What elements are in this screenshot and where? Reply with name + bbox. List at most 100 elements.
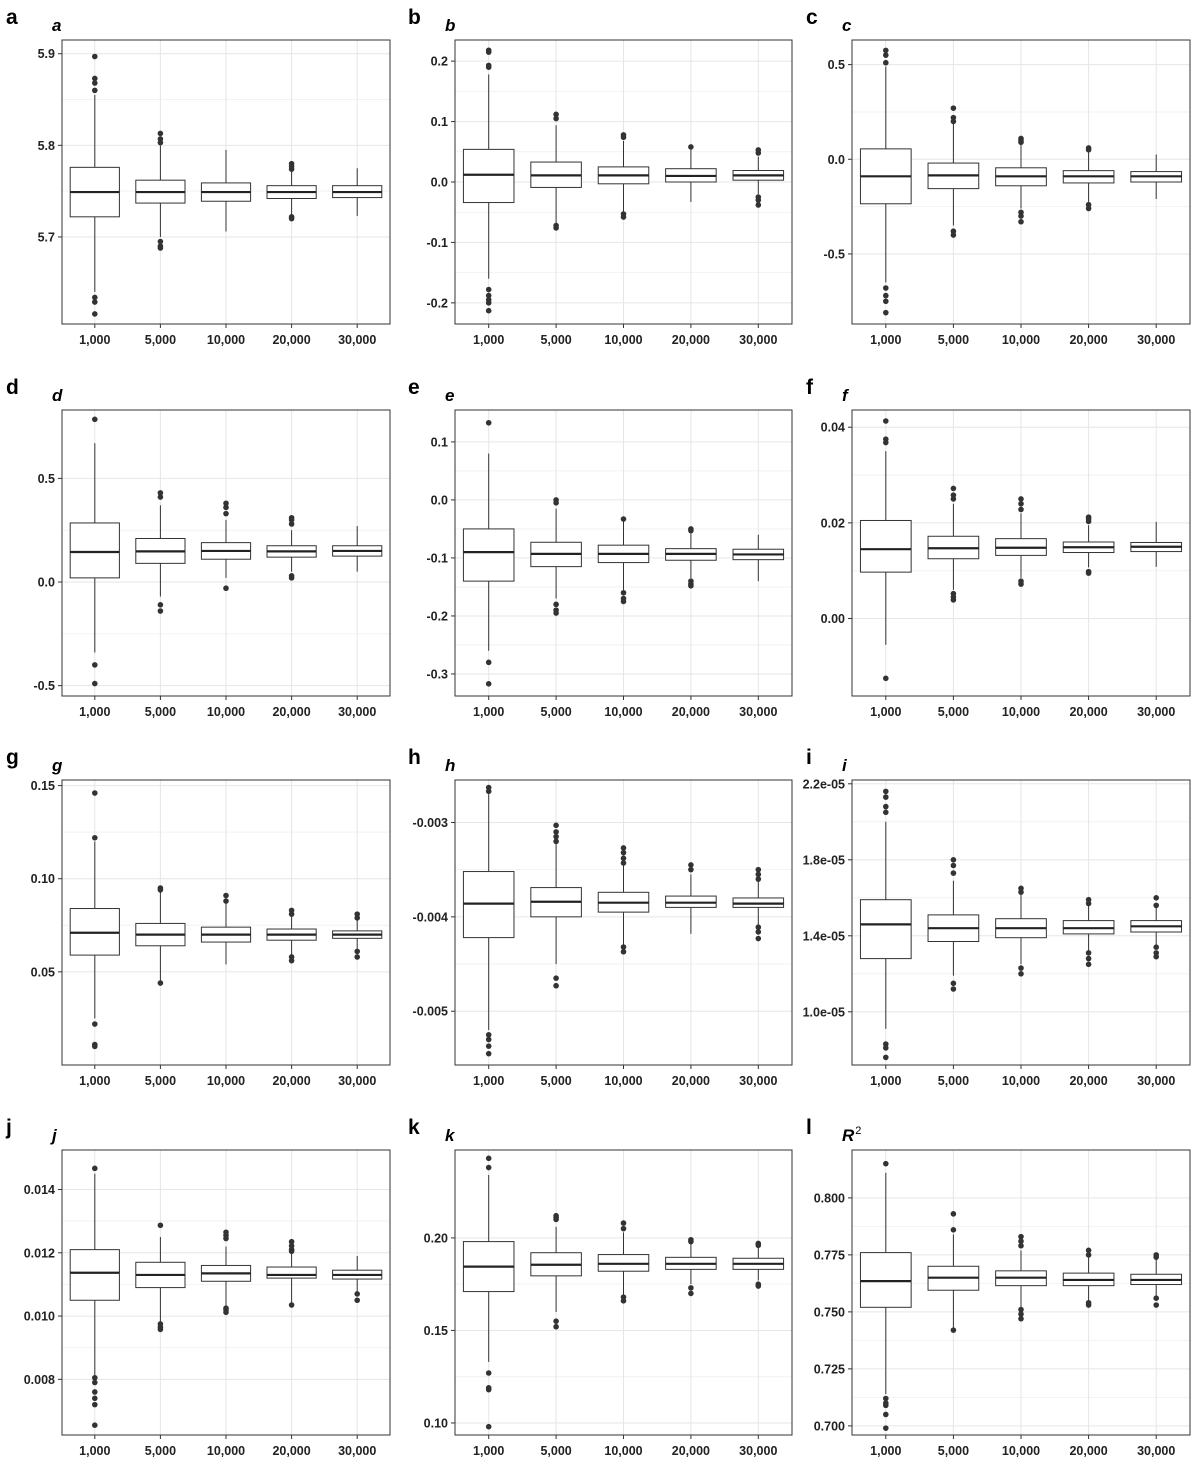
y-tick-label: 2.2e-05	[803, 777, 845, 791]
outlier-point	[1085, 518, 1092, 525]
box-iqr	[200, 182, 252, 202]
outlier-point	[883, 1425, 889, 1431]
y-tick-label: 0.04	[821, 421, 845, 435]
box-30,000	[332, 168, 383, 216]
panel-title-superscript: 2	[855, 1125, 861, 1137]
x-tick-label: 20,000	[1069, 1074, 1107, 1088]
outlier-point	[1085, 900, 1092, 907]
box-20,000	[665, 1236, 717, 1297]
box-iqr	[1130, 541, 1183, 553]
outlier-point	[1018, 1306, 1024, 1313]
outlier-point	[755, 935, 762, 942]
outlier-point	[485, 788, 492, 795]
outlier-point	[1153, 1252, 1159, 1258]
outlier-point	[620, 845, 627, 851]
x-tick-label: 5,000	[540, 1444, 571, 1458]
outlier-point	[688, 1238, 694, 1245]
outlier-point	[157, 494, 164, 500]
outlier-point	[950, 870, 957, 876]
box-iqr	[859, 519, 912, 573]
outlier-point	[950, 105, 957, 111]
panel-title: g	[51, 756, 63, 775]
outlier-point	[223, 1229, 229, 1236]
outlier-point	[620, 211, 627, 217]
outlier-point	[950, 228, 957, 235]
x-tick-label: 1,000	[870, 1444, 901, 1458]
panel-title: j	[50, 1126, 58, 1145]
outlier-point	[485, 1385, 492, 1391]
box-iqr	[1062, 1272, 1115, 1287]
outlier-point	[354, 1291, 361, 1297]
y-tick-label: 0.010	[24, 1310, 55, 1324]
box-20,000	[266, 1238, 317, 1308]
box-1,000	[859, 418, 912, 682]
y-tick-label: 0.750	[814, 1305, 845, 1319]
outlier-point	[1018, 218, 1024, 225]
x-tick-label: 30,000	[739, 1074, 777, 1088]
outlier-point	[688, 578, 694, 584]
box-iqr	[200, 542, 252, 560]
outlier-point	[92, 299, 98, 305]
outlier-point	[950, 496, 957, 502]
outlier-point	[883, 675, 889, 682]
outlier-point	[883, 1400, 889, 1406]
y-tick-label: 0.800	[814, 1191, 845, 1205]
x-tick-label: 1,000	[473, 705, 504, 719]
box-1,000	[69, 416, 120, 687]
panel-title: c	[842, 16, 852, 35]
outlier-point	[223, 585, 229, 592]
outlier-point	[883, 1160, 889, 1167]
y-tick-label: -0.005	[413, 1005, 448, 1019]
outlier-point	[1085, 1247, 1092, 1254]
x-tick-label: 1,000	[79, 1444, 110, 1458]
outlier-point	[950, 118, 957, 125]
outlier-point	[485, 1423, 492, 1430]
box-iqr	[530, 541, 582, 568]
outlier-point	[92, 1379, 98, 1386]
outlier-point	[950, 980, 957, 987]
box-iqr	[597, 891, 650, 913]
outlier-point	[288, 1302, 295, 1308]
box-iqr	[69, 166, 120, 218]
outlier-point	[1085, 1302, 1092, 1308]
outlier-point	[553, 115, 559, 122]
outlier-point	[755, 876, 762, 882]
outlier-point	[553, 1214, 559, 1221]
outlier-point	[1018, 971, 1024, 977]
x-tick-label: 10,000	[1002, 333, 1040, 347]
outlier-point	[883, 1054, 889, 1061]
box-iqr	[332, 930, 383, 939]
box-20,000	[1062, 514, 1115, 576]
box-iqr	[332, 545, 383, 557]
outlier-point	[688, 582, 694, 589]
outlier-point	[92, 75, 98, 82]
box-iqr	[665, 1256, 717, 1270]
outlier-point	[883, 285, 889, 291]
box-iqr	[332, 185, 383, 199]
outlier-point	[157, 602, 164, 608]
outlier-point	[157, 139, 164, 146]
panel-title: d	[52, 386, 63, 405]
outlier-point	[92, 87, 98, 94]
y-tick-label: 0.02	[821, 516, 845, 530]
box-iqr	[530, 161, 582, 188]
x-tick-label: 30,000	[338, 1444, 376, 1458]
outlier-point	[688, 1236, 694, 1243]
y-tick-label: 1.4e-05	[803, 929, 845, 943]
outlier-point	[950, 114, 957, 121]
outlier-point	[223, 898, 229, 904]
outlier-point	[620, 860, 627, 866]
box-iqr	[1130, 920, 1183, 933]
outlier-point	[92, 1422, 98, 1428]
box-20,000	[665, 144, 717, 202]
y-tick-label: 0.1	[431, 435, 448, 449]
x-tick-label: 10,000	[1002, 705, 1040, 719]
box-30,000	[732, 147, 785, 208]
y-tick-label: 1.0e-05	[803, 1005, 845, 1019]
outlier-point	[1018, 1242, 1024, 1249]
x-tick-label: 1,000	[473, 1444, 504, 1458]
outlier-point	[553, 222, 559, 229]
outlier-point	[92, 662, 98, 668]
